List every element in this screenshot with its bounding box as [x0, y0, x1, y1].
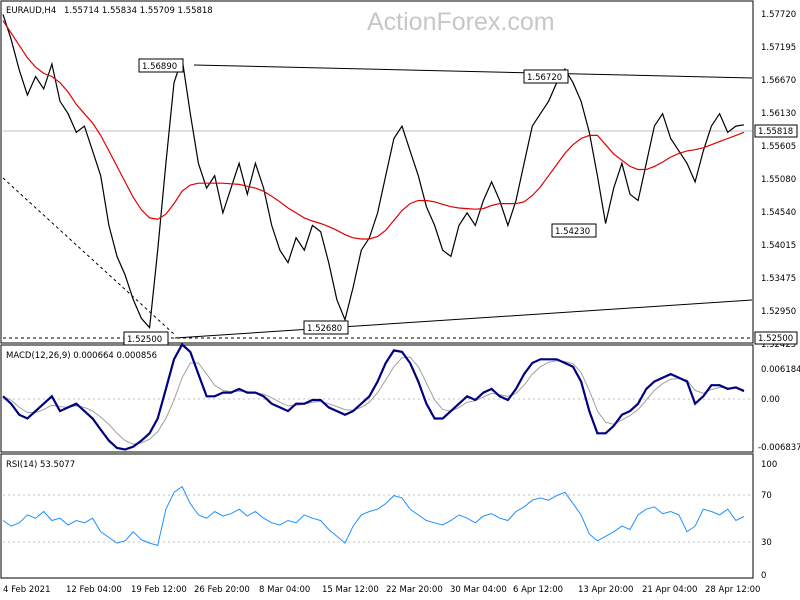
time-tick-label: 26 Feb 20:00	[194, 585, 250, 595]
rsi-series	[2, 485, 745, 547]
time-tick-label: 28 Apr 12:00	[705, 585, 760, 595]
macd-tick-label: 0.006184	[761, 365, 800, 375]
macd-tick-label: 0.00	[761, 395, 780, 405]
price-tick-label: 1.52425	[761, 340, 796, 350]
annotation-label: 1.56720	[527, 73, 562, 83]
price-tick-label: 1.53475	[761, 274, 796, 284]
annotation-1-54230: 1.54230	[551, 223, 597, 238]
time-tick-label: 22 Mar 20:00	[386, 585, 443, 595]
rsi-tick-label: 100	[761, 460, 777, 470]
macd-header: MACD(12,26,9) 0.000664 0.000856	[6, 351, 157, 361]
price-tick-label: 1.55605	[761, 142, 796, 152]
time-tick-label: 19 Feb 12:00	[131, 585, 187, 595]
price-tick-label: 1.56130	[761, 109, 796, 119]
dashed-trendline	[2, 177, 176, 336]
price-tick-label: 1.57195	[761, 43, 796, 53]
price-tick-label: 1.55080	[761, 175, 796, 185]
time-tick-label: 8 Mar 04:00	[259, 585, 310, 595]
price-tick-label: 1.56670	[761, 76, 796, 86]
support-label: 1.52500	[758, 334, 793, 344]
price-header-ohlc: 1.55714 1.55834 1.55709 1.55818	[64, 6, 213, 16]
watermark: ActionForex.com	[367, 8, 555, 36]
lower-trendline	[174, 299, 753, 339]
current-price-label: 1.55818	[758, 127, 793, 137]
price-axis: 1.57720 1.57195 1.56670 1.56130 1.55605 …	[761, 10, 796, 350]
price-tick-label: 1.52950	[761, 307, 796, 317]
time-tick-label: 13 Apr 20:00	[578, 585, 633, 595]
time-tick-label: 30 Mar 04:00	[450, 585, 507, 595]
rsi-tick-label: 30	[761, 538, 772, 548]
price-series	[2, 14, 745, 330]
price-tick-label: 1.54015	[761, 241, 796, 251]
upper-trendline	[193, 64, 753, 79]
time-tick-label: 12 Feb 04:00	[66, 585, 122, 595]
annotation-1-56890: 1.56890	[138, 58, 184, 73]
time-axis: 4 Feb 2021 12 Feb 04:00 19 Feb 12:00 26 …	[3, 585, 760, 595]
price-panel-frame	[0, 0, 754, 344]
annotation-1-52680: 1.52680	[303, 320, 349, 335]
annotation-label: 1.52500	[127, 335, 162, 345]
macd-signal-series	[2, 356, 745, 445]
time-tick-label: 4 Feb 2021	[3, 585, 51, 595]
price-tick-label: 1.57720	[761, 10, 796, 20]
annotation-label: 1.54230	[555, 227, 590, 237]
rsi-panel-frame	[0, 453, 754, 579]
time-tick-label: 6 Apr 12:00	[513, 585, 563, 595]
price-tick-label: 1.54540	[761, 208, 796, 218]
current-price-marker: 1.55818	[754, 124, 798, 138]
macd-panel-frame	[0, 344, 754, 453]
rsi-header: RSI(14) 53.5077	[6, 460, 75, 470]
annotation-label: 1.56890	[142, 62, 177, 72]
support-marker: 1.52500	[754, 331, 798, 345]
rsi-tick-label: 0	[761, 571, 766, 581]
annotation-1-56720: 1.56720	[523, 69, 569, 84]
macd-tick-label: -0.006837	[758, 443, 800, 453]
price-header-symbol: EURAUD,H4	[6, 6, 56, 16]
time-tick-label: 15 Mar 12:00	[322, 585, 379, 595]
annotation-1-52500: 1.52500	[123, 331, 169, 346]
rsi-tick-label: 70	[761, 491, 772, 501]
macd-series	[2, 342, 745, 451]
time-tick-label: 21 Apr 04:00	[642, 585, 697, 595]
moving-average-series	[2, 20, 745, 240]
annotation-label: 1.52680	[307, 324, 342, 334]
